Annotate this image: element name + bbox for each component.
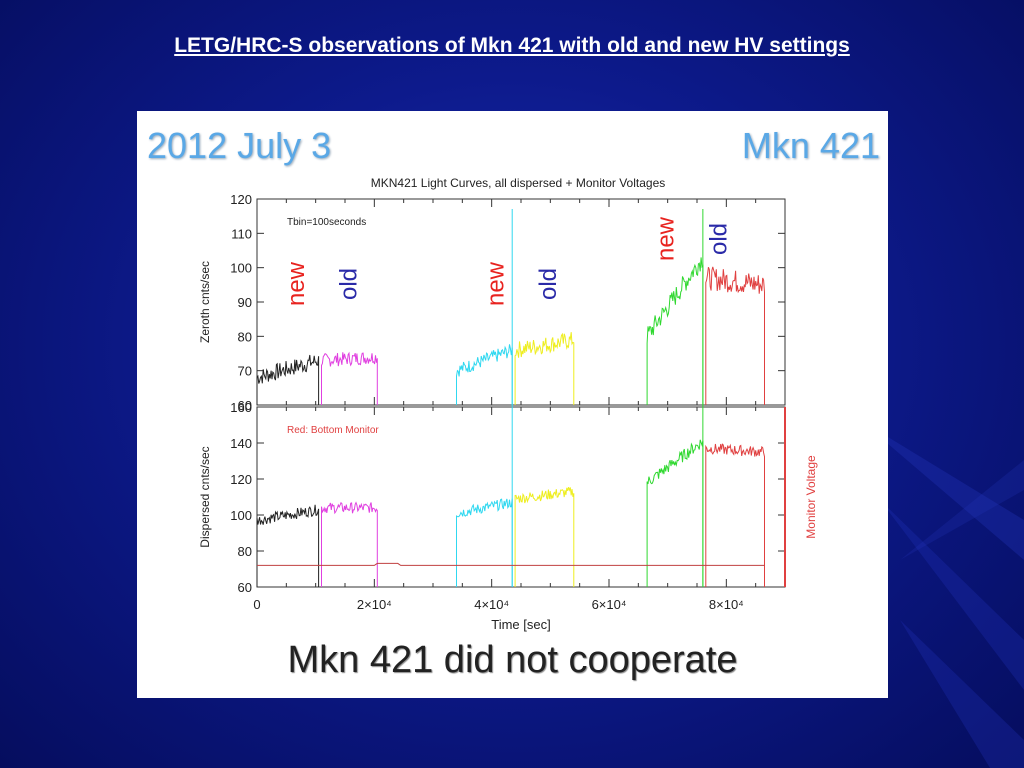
y-tick-label: 70 — [238, 364, 252, 379]
top-panel: 60 70 80 90 100 110 120 Zeroth cnts/sec Tbin=100… — [198, 192, 786, 413]
y-tick-label: 100 — [230, 261, 252, 276]
slide-title: LETG/HRC-S observations of Mkn 421 with … — [174, 34, 850, 57]
bottom-panel: 60 80 100 120 140 160 Dispersed cnts/sec Red: B… — [198, 209, 818, 632]
hv-setting-label: old — [535, 268, 562, 300]
series-line — [705, 443, 765, 587]
hv-setting-label: new — [653, 216, 680, 261]
y-axis-label: Zeroth cnts/sec — [198, 261, 212, 343]
y-tick-label: 60 — [238, 580, 252, 595]
object-label: Mkn 421 — [741, 125, 880, 166]
series-line — [456, 344, 513, 405]
chart-title: MKN421 Light Curves, all dispersed + Mon… — [371, 176, 666, 190]
x-axis-label: Time [sec] — [491, 617, 550, 632]
x-tick-label: 6×10⁴ — [592, 597, 627, 612]
monitor-voltage-line — [257, 562, 765, 566]
series-line — [321, 351, 378, 405]
y-tick-label: 60 — [238, 398, 252, 413]
x-tick-label: 2×10⁴ — [357, 597, 392, 612]
series-line — [514, 332, 575, 405]
series-line — [705, 266, 765, 405]
series-line — [646, 257, 704, 405]
hv-setting-label: old — [336, 268, 363, 300]
y-tick-label: 120 — [230, 472, 252, 487]
hv-setting-label: new — [482, 261, 509, 306]
y-tick-label: 110 — [231, 226, 252, 241]
series-line — [256, 354, 320, 405]
x-tick-label: 0 — [253, 597, 260, 612]
date-label: 2012 July 3 — [147, 125, 332, 166]
caption: Mkn 421 did not cooperate — [287, 639, 738, 681]
right-axis-label: Monitor Voltage — [804, 455, 818, 539]
panel-annotation: Red: Bottom Monitor — [287, 425, 379, 436]
x-tick-label: 4×10⁴ — [474, 597, 509, 612]
hv-setting-label: new — [283, 261, 310, 306]
hv-setting-label: old — [705, 223, 732, 255]
light-curve-figure: 2012 July 3 Mkn 421 MKN421 Light Curves,… — [137, 111, 888, 698]
light-curve-chart: MKN421 Light Curves, all dispersed + Mon… — [198, 176, 818, 632]
y-tick-label: 140 — [230, 436, 252, 451]
series-line — [646, 439, 704, 587]
series-line — [514, 487, 575, 587]
y-tick-label: 160 — [230, 400, 252, 415]
series-line — [321, 501, 378, 587]
y-tick-label: 80 — [238, 329, 252, 344]
series-line — [256, 504, 320, 587]
y-tick-label: 80 — [238, 544, 252, 559]
y-tick-label: 120 — [230, 192, 252, 207]
series-line — [456, 498, 513, 587]
panel-annotation: Tbin=100seconds — [287, 217, 366, 228]
y-axis-label: Dispersed cnts/sec — [198, 446, 212, 547]
y-tick-label: 100 — [230, 508, 252, 523]
x-tick-label: 8×10⁴ — [709, 597, 744, 612]
y-tick-label: 90 — [238, 295, 252, 310]
